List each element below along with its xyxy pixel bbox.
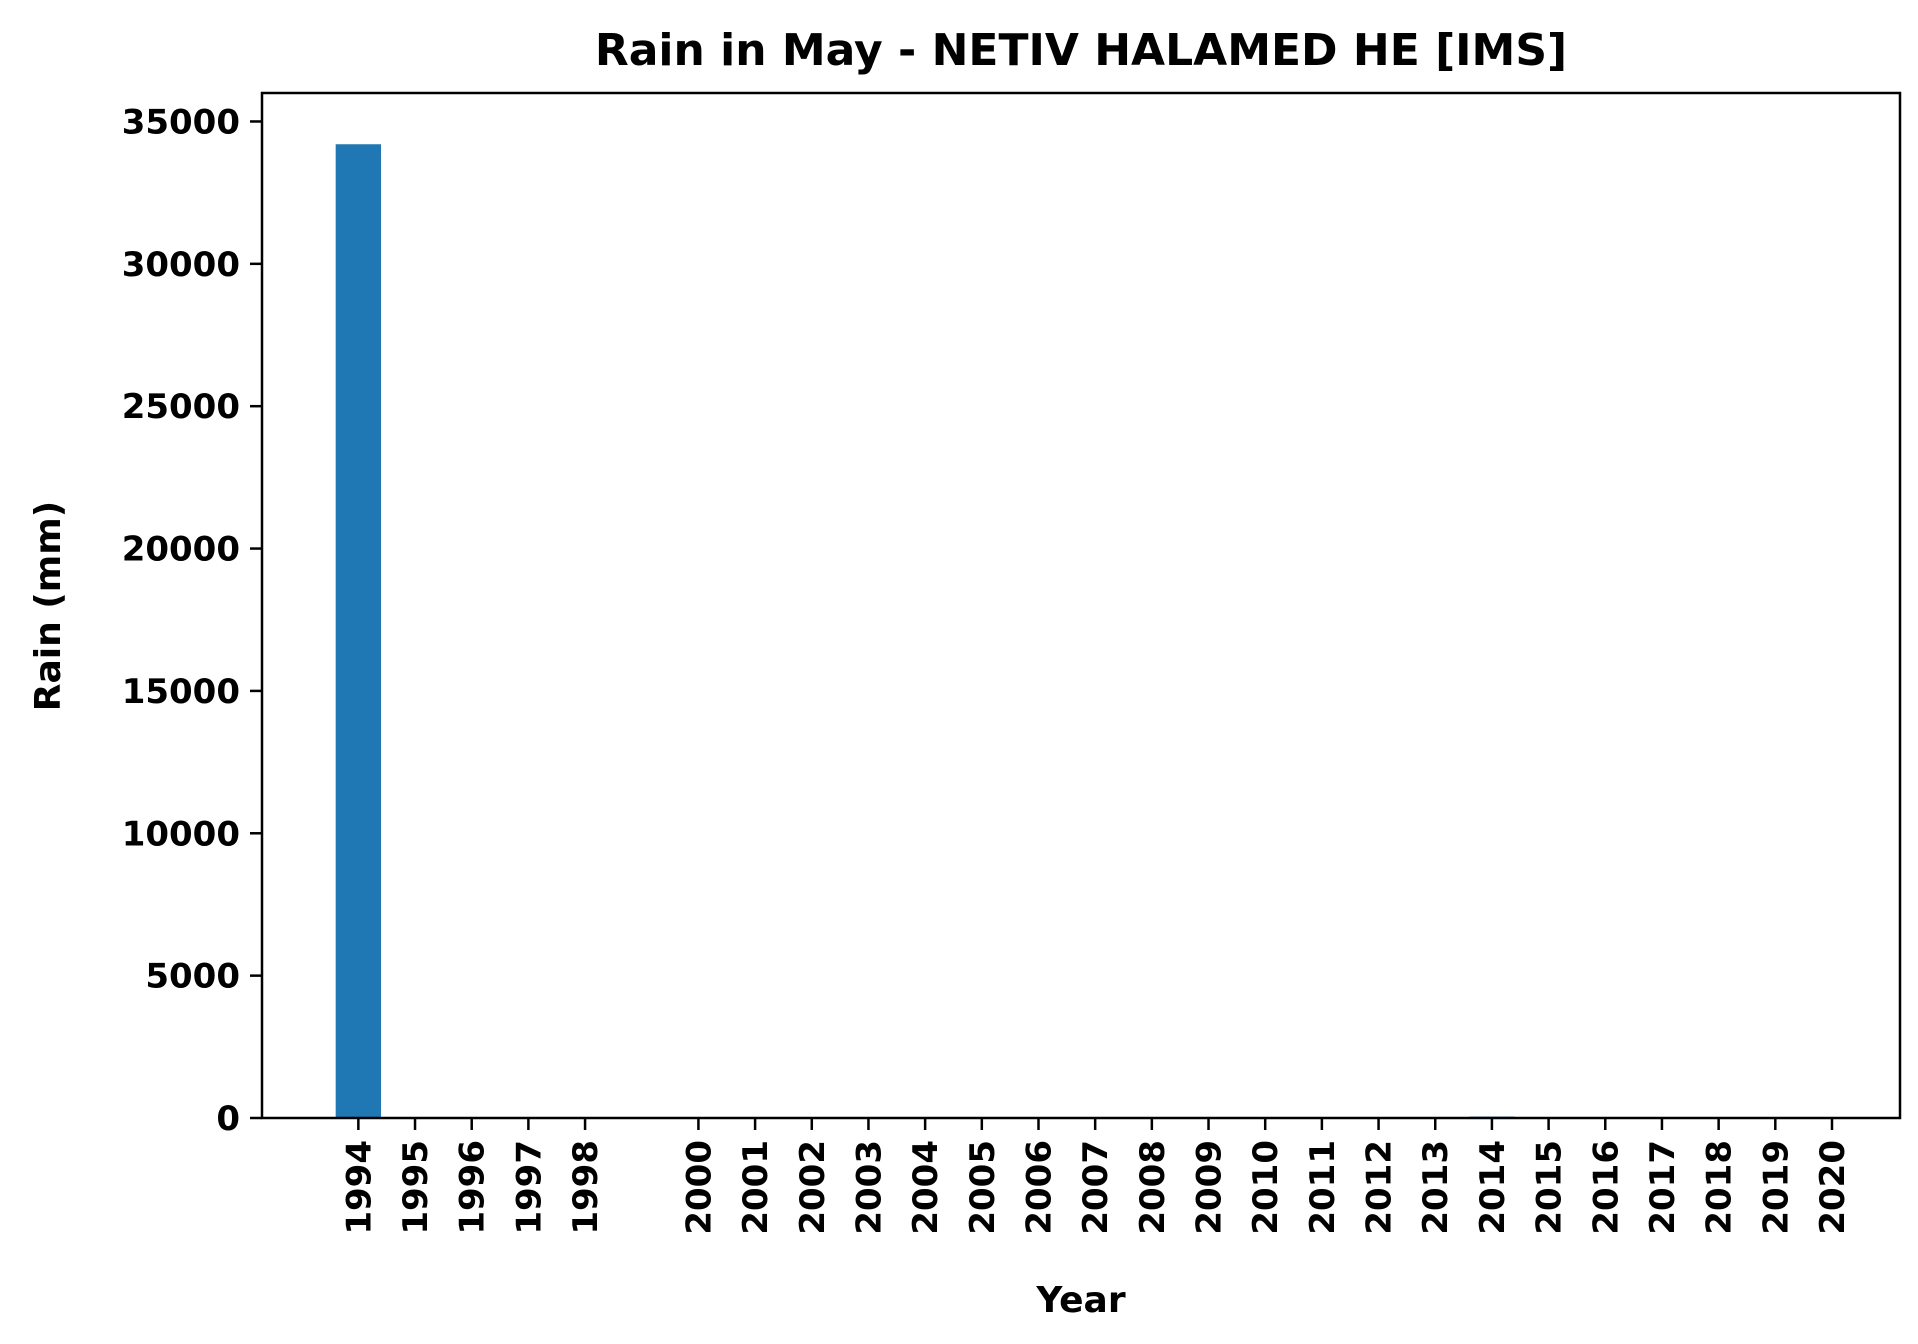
- x-tick-label: 2012: [1360, 1140, 1400, 1235]
- y-tick-label: 20000: [122, 530, 240, 570]
- y-tick-label: 30000: [122, 245, 240, 285]
- x-tick-label: 2014: [1473, 1140, 1513, 1235]
- x-tick-label: 2016: [1586, 1140, 1626, 1235]
- y-tick-label: 25000: [122, 387, 240, 427]
- x-tick-label: 2002: [793, 1140, 833, 1235]
- x-tick-label: 1996: [453, 1140, 493, 1235]
- x-tick-label: 2004: [906, 1140, 946, 1235]
- y-tick-label: 15000: [122, 672, 240, 712]
- x-tick-label: 1997: [509, 1140, 549, 1235]
- x-tick-label: 2009: [1190, 1140, 1230, 1235]
- x-tick-label: 2003: [849, 1140, 889, 1235]
- x-tick-label: 2019: [1756, 1140, 1796, 1235]
- y-tick-label: 10000: [122, 814, 240, 854]
- y-axis-label: Rain (mm): [28, 501, 69, 711]
- x-tick-label: 2008: [1133, 1140, 1173, 1235]
- x-tick-label: 2001: [736, 1140, 776, 1235]
- x-tick-label: 2010: [1246, 1140, 1286, 1235]
- x-tick-label: 2017: [1643, 1140, 1683, 1235]
- x-tick-label: 2000: [679, 1140, 719, 1235]
- y-tick-label: 35000: [122, 102, 240, 142]
- plot-area-frame: [260, 91, 1902, 1120]
- bar-1994: [335, 144, 382, 1118]
- y-tick-label: 5000: [145, 957, 240, 997]
- x-axis: 1994 1995 1996 1997 1998 2000 2001 2002 2003 2004…: [339, 1118, 1853, 1235]
- x-tick-label: 2013: [1416, 1140, 1456, 1235]
- x-tick-label: 2007: [1076, 1140, 1116, 1235]
- x-tick-label: 2015: [1530, 1140, 1570, 1235]
- x-tick-label: 2006: [1019, 1140, 1059, 1235]
- y-axis: 0 5000 10000 15000 20000 25000 30000 35000: [122, 102, 262, 1139]
- bars-group: [335, 144, 1515, 1118]
- x-axis-label: Year: [1035, 1280, 1125, 1321]
- y-tick-label: 0: [216, 1099, 240, 1139]
- x-tick-label: 2005: [963, 1140, 1003, 1235]
- chart-title: Rain in May - NETIV HALAMED HE [IMS]: [595, 25, 1567, 76]
- x-tick-label: 2018: [1700, 1140, 1740, 1235]
- x-tick-label: 1995: [396, 1140, 436, 1235]
- x-tick-label: 2011: [1303, 1140, 1343, 1235]
- x-tick-label: 2020: [1813, 1140, 1853, 1235]
- x-tick-label: 1994: [339, 1140, 379, 1235]
- x-tick-label: 1998: [566, 1140, 606, 1235]
